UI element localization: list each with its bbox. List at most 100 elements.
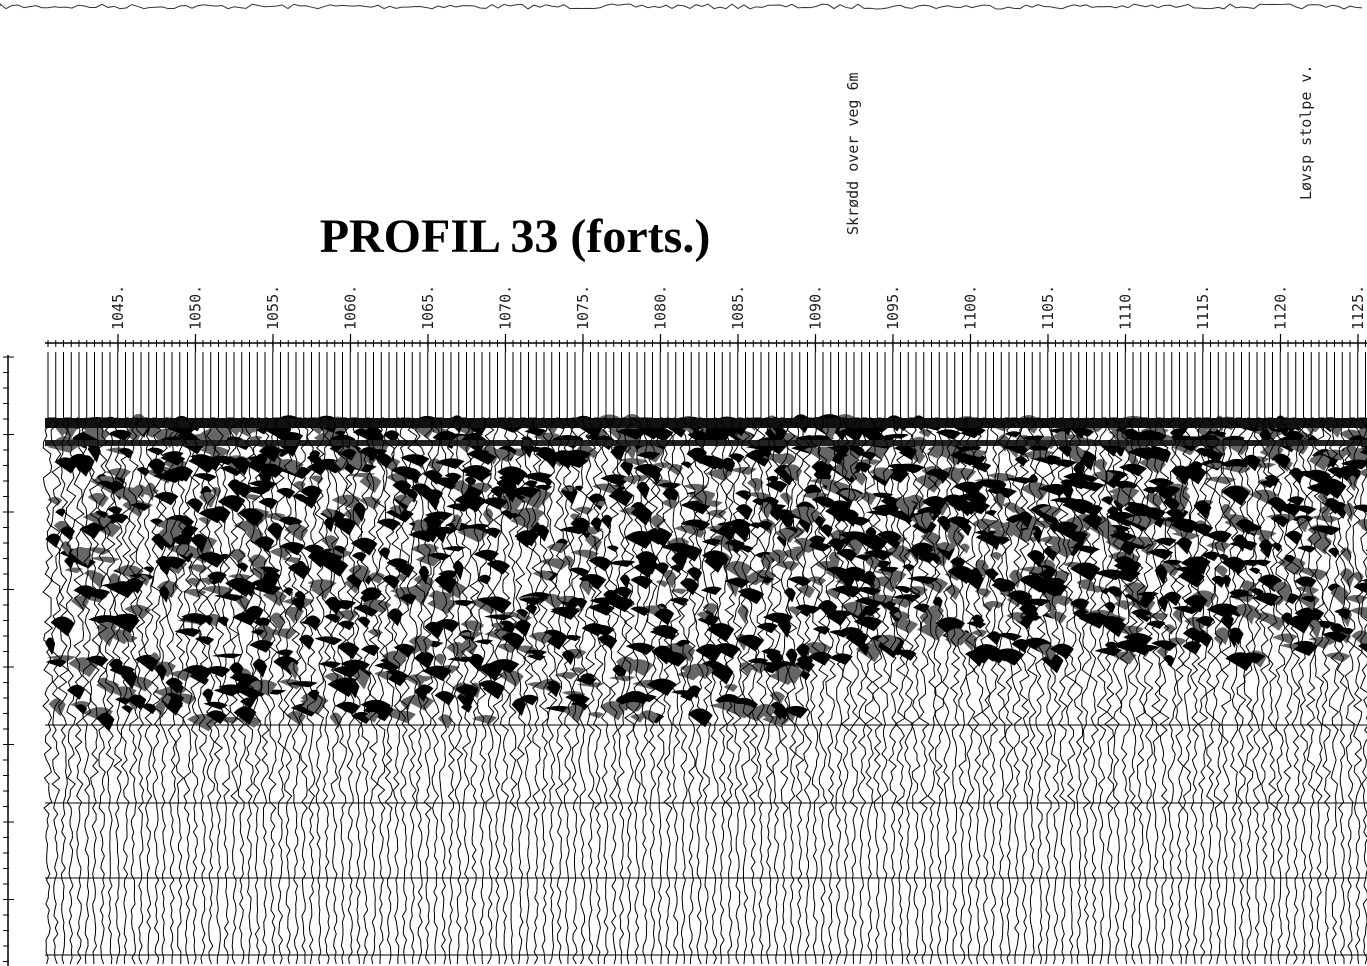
wavelet	[781, 548, 805, 562]
wavelet	[1286, 496, 1305, 507]
wavelet	[200, 585, 232, 596]
trace	[104, 352, 116, 965]
wavelet	[688, 490, 716, 506]
wavelet	[865, 510, 895, 517]
wavelet	[825, 505, 852, 523]
wavelet	[550, 606, 580, 620]
trace	[1042, 352, 1054, 965]
trace	[375, 352, 387, 965]
trace	[1111, 352, 1123, 965]
trace	[421, 352, 434, 965]
wavelet	[64, 556, 75, 570]
wavelet	[1049, 497, 1077, 504]
wavelet	[1204, 476, 1237, 485]
wavelet	[227, 573, 252, 581]
wavelet	[536, 446, 555, 457]
wavelet	[980, 536, 1010, 543]
wavelet	[701, 538, 722, 547]
wavelet	[1163, 654, 1175, 667]
wavelet	[961, 449, 988, 458]
station-label: 1100.	[962, 285, 980, 330]
trace	[739, 352, 751, 965]
wavelet	[1050, 643, 1074, 660]
trace	[1081, 352, 1092, 964]
wavelet	[424, 621, 444, 640]
wavelet	[633, 463, 663, 479]
wavelet	[1144, 493, 1164, 509]
wavelet	[1188, 461, 1203, 475]
wavelet	[399, 593, 417, 605]
wavelet	[186, 577, 201, 588]
wavelet	[768, 549, 787, 566]
trace	[1274, 352, 1286, 965]
wavelet	[452, 560, 464, 581]
wavelet	[310, 475, 324, 485]
trace	[592, 352, 604, 965]
trace	[1073, 352, 1085, 965]
trace	[972, 352, 984, 965]
wavelet	[387, 710, 416, 724]
wavelet	[858, 492, 877, 506]
wavelet	[615, 428, 646, 440]
wavelet	[712, 701, 740, 713]
trace	[1189, 352, 1202, 965]
station-label: 1105.	[1039, 285, 1057, 330]
trace	[344, 352, 356, 965]
trace	[724, 352, 736, 965]
wavelet	[1334, 608, 1352, 617]
wavelet	[996, 653, 1009, 662]
wavelet	[987, 479, 1007, 495]
wavelet	[1251, 612, 1264, 621]
trace	[491, 352, 504, 965]
wavelet	[144, 482, 157, 502]
wavelet	[1033, 583, 1051, 590]
wavelet	[332, 666, 359, 679]
wavelet	[979, 519, 1007, 532]
trace	[1065, 352, 1077, 965]
wavelet	[124, 604, 152, 619]
wavelet	[1005, 477, 1035, 484]
trace	[430, 352, 441, 965]
wavelet	[1127, 447, 1158, 461]
wavelet	[1295, 586, 1320, 595]
wavelet	[366, 572, 385, 585]
trace	[197, 352, 209, 965]
wavelet	[461, 638, 478, 656]
wavelet	[466, 449, 498, 465]
wavelet	[1038, 483, 1070, 497]
wavelet	[953, 469, 969, 479]
wavelet	[1142, 486, 1158, 495]
wavelet	[337, 642, 360, 660]
wavelet	[422, 665, 452, 681]
wavelet	[590, 517, 602, 533]
wavelet	[300, 620, 319, 627]
trace	[65, 352, 77, 965]
trace	[848, 352, 860, 964]
trace	[732, 352, 744, 965]
wavelet	[669, 588, 688, 595]
first-arrival	[45, 418, 1367, 428]
wavelet	[190, 533, 208, 553]
trace	[763, 352, 775, 965]
wavelet	[1213, 565, 1228, 578]
trace	[709, 352, 720, 965]
wavelet	[899, 447, 918, 461]
wavelet	[490, 486, 505, 500]
wavelet	[207, 455, 237, 466]
trace	[314, 352, 325, 965]
wavelet	[1019, 615, 1043, 621]
trace	[189, 352, 201, 965]
trace	[236, 352, 247, 965]
wavelet	[107, 513, 129, 524]
wavelet	[413, 574, 435, 592]
trace	[259, 352, 271, 965]
trace	[630, 352, 643, 965]
trace	[686, 352, 697, 965]
wavelet	[1311, 639, 1331, 650]
wavelet	[481, 497, 508, 510]
wavelet	[944, 628, 968, 646]
wavelet	[323, 613, 341, 624]
wavelet	[1091, 471, 1116, 482]
trace	[980, 352, 992, 965]
wavelet	[1114, 556, 1136, 572]
